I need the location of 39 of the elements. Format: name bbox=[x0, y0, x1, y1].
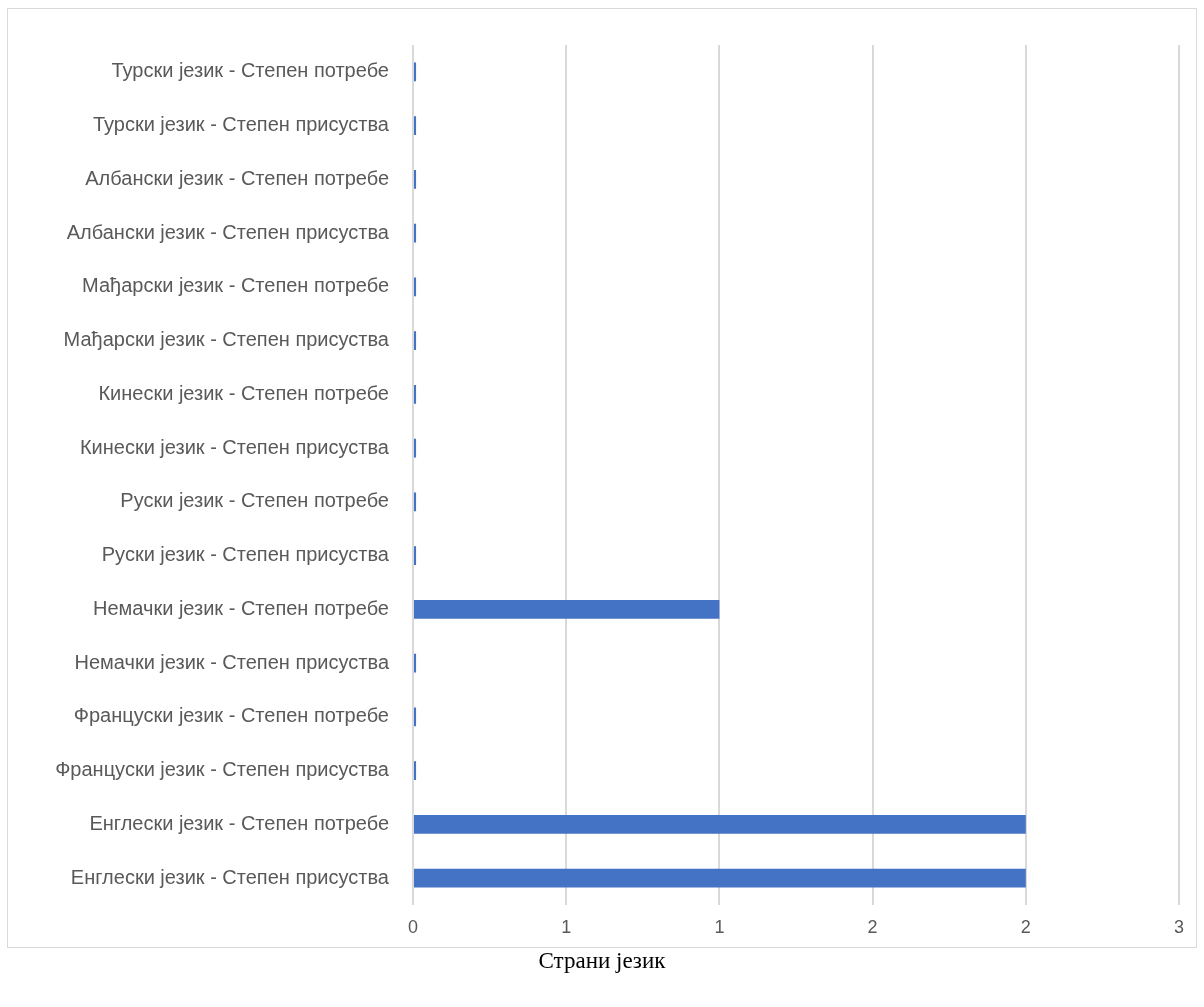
y-tick-label: Кинески језик - Степен потребе bbox=[98, 381, 389, 404]
y-tick-label: Турски језик - Степен потребе bbox=[111, 59, 389, 82]
y-tick-label: Немачки језик - Степен потребе bbox=[93, 596, 389, 619]
bar bbox=[414, 653, 417, 673]
bar bbox=[414, 62, 417, 82]
bar bbox=[414, 223, 417, 243]
bar bbox=[414, 707, 417, 727]
x-tick-label: 0 bbox=[407, 916, 419, 937]
y-tick-label: Руски језик - Степен потребе bbox=[120, 489, 389, 512]
bar bbox=[414, 438, 417, 458]
bar bbox=[414, 546, 417, 566]
bar bbox=[414, 599, 720, 619]
y-tick-label: Енглески језик - Степен присуства bbox=[70, 865, 390, 888]
y-tick-label: Мађарски језик - Степен присуства bbox=[63, 328, 390, 351]
x-tick-label: 2 bbox=[867, 916, 878, 937]
bar bbox=[414, 492, 417, 512]
bar bbox=[414, 116, 417, 136]
y-tick-label: Албански језик - Степен потребе bbox=[85, 166, 389, 189]
bar bbox=[414, 169, 417, 189]
bar bbox=[414, 868, 1026, 888]
bar bbox=[414, 761, 417, 781]
y-tick-label: Француски језик - Степен присуства bbox=[55, 758, 390, 781]
bar bbox=[414, 331, 417, 351]
y-tick-label: Руски језик - Степен присуства bbox=[101, 543, 390, 566]
y-tick-label: Мађарски језик - Степен потребе bbox=[82, 274, 389, 297]
text: Страни језик bbox=[537, 948, 667, 974]
bar bbox=[414, 384, 417, 404]
y-tick-label: Турски језик - Степен присуства bbox=[92, 113, 390, 136]
y-tick-label: Албански језик - Степен присуства bbox=[66, 220, 390, 243]
x-tick-label: 1 bbox=[561, 916, 572, 937]
y-tick-label: Француски језик - Степен потребе bbox=[73, 704, 389, 727]
bar bbox=[414, 814, 1026, 834]
y-tick-label: Кинески језик - Степен присуства bbox=[79, 435, 390, 458]
x-tick-label: 3 bbox=[1173, 916, 1184, 937]
x-tick-label: 2 bbox=[1020, 916, 1031, 937]
y-tick-label: Енглески језик - Степен потребе bbox=[89, 811, 389, 834]
bar bbox=[414, 277, 417, 297]
x-tick-label: 1 bbox=[714, 916, 725, 937]
y-tick-label: Немачки језик - Степен присуства bbox=[74, 650, 390, 673]
